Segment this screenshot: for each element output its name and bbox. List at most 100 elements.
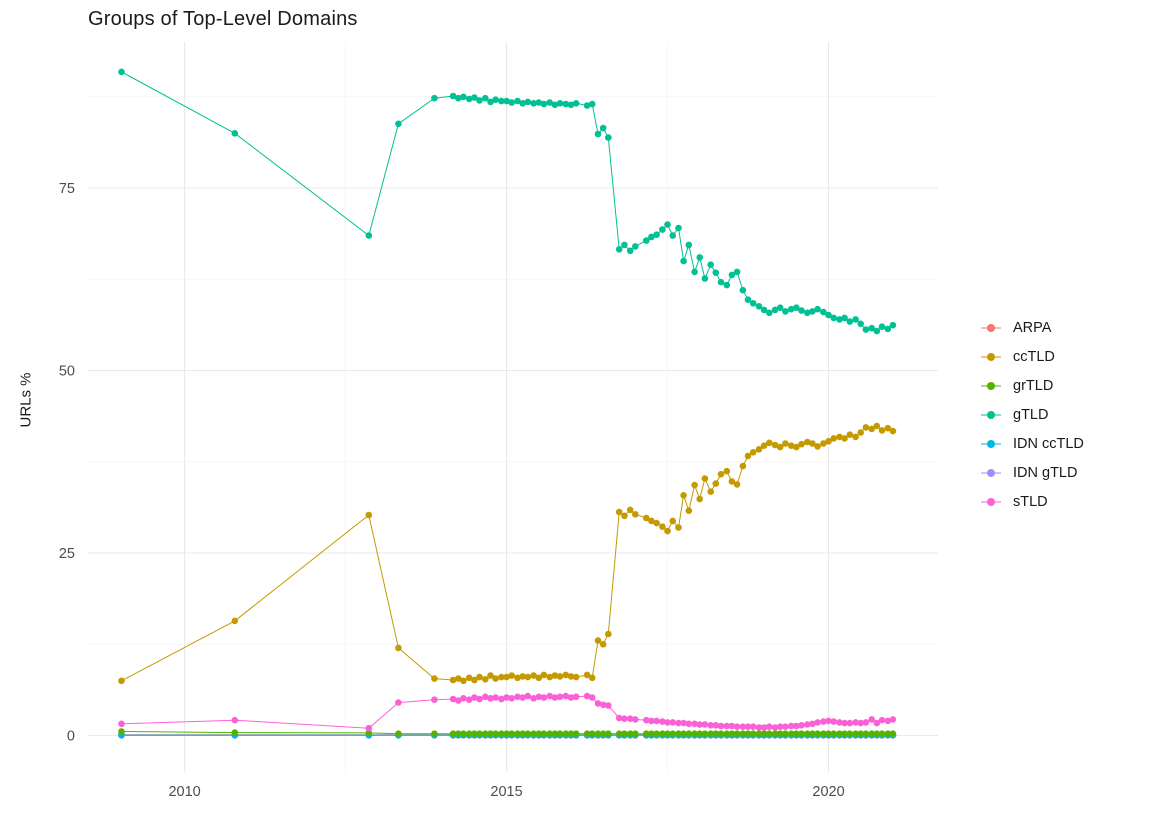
data-point	[836, 719, 843, 726]
data-point	[482, 676, 489, 683]
data-point	[717, 730, 725, 737]
data-point	[809, 720, 816, 728]
data-point	[728, 271, 736, 279]
data-point	[889, 730, 897, 737]
data-point	[820, 730, 827, 737]
legend-key-icon	[981, 440, 1001, 448]
data-point	[530, 100, 537, 107]
data-point	[804, 730, 811, 737]
data-point	[814, 730, 821, 737]
data-point	[820, 718, 827, 725]
data-point	[621, 730, 628, 737]
data-point	[487, 672, 494, 679]
y-tick-label: 50	[59, 364, 75, 380]
data-point	[878, 716, 886, 724]
data-point	[771, 306, 779, 314]
data-point	[878, 427, 886, 434]
data-point	[508, 695, 515, 702]
data-point	[395, 699, 402, 706]
data-point	[798, 730, 805, 737]
data-point	[562, 671, 570, 679]
data-point	[476, 730, 483, 737]
data-point	[878, 730, 886, 737]
data-point	[648, 717, 655, 725]
data-point	[524, 730, 532, 737]
data-point	[659, 523, 666, 530]
data-point	[599, 730, 607, 737]
data-point	[793, 722, 800, 730]
data-point	[739, 462, 747, 470]
data-point	[455, 730, 462, 737]
data-point	[841, 730, 848, 737]
data-point	[588, 694, 596, 701]
data-point	[648, 517, 655, 525]
legend-key-icon	[981, 498, 1001, 506]
data-point	[643, 237, 650, 244]
data-point	[809, 730, 816, 737]
data-point	[546, 730, 553, 737]
data-point	[535, 99, 543, 106]
legend-label: sTLD	[1013, 494, 1048, 510]
data-point	[776, 304, 784, 312]
data-point	[572, 693, 580, 701]
data-point	[749, 730, 757, 737]
data-point	[535, 730, 543, 737]
data-point	[723, 722, 731, 730]
data-point	[664, 221, 671, 228]
data-point	[771, 724, 779, 731]
data-point	[498, 673, 505, 681]
data-point	[771, 441, 779, 449]
data-point	[873, 730, 881, 737]
data-point	[884, 325, 892, 333]
legend-label: IDN ccTLD	[1013, 436, 1084, 452]
data-point	[519, 694, 526, 701]
data-point	[664, 719, 671, 726]
data-point	[680, 492, 687, 499]
data-point	[787, 722, 795, 730]
data-point	[465, 730, 473, 737]
legend-label: IDN gTLD	[1013, 465, 1078, 481]
data-point	[567, 673, 575, 680]
data-point	[787, 730, 795, 737]
data-point	[632, 730, 639, 737]
data-point	[766, 723, 773, 730]
data-point	[643, 716, 650, 724]
data-point	[825, 730, 832, 737]
legend-item-idn-cctld: IDN ccTLD	[978, 434, 1084, 454]
data-point	[503, 673, 510, 681]
data-point	[820, 440, 827, 447]
data-point	[514, 674, 521, 682]
data-point	[653, 730, 660, 737]
data-point	[852, 719, 859, 726]
data-point	[540, 694, 548, 701]
data-point	[696, 495, 703, 503]
data-point	[482, 730, 489, 737]
data-point	[626, 715, 634, 722]
data-point	[809, 308, 816, 315]
data-point	[841, 719, 848, 727]
data-point	[514, 97, 521, 105]
x-tick-label: 2010	[168, 784, 200, 800]
data-point	[498, 97, 505, 105]
data-point	[723, 281, 731, 289]
data-point	[766, 439, 773, 447]
data-point	[365, 724, 373, 732]
data-point	[691, 481, 698, 489]
legend-item-cctld: ccTLD	[978, 347, 1084, 367]
data-point	[691, 720, 698, 728]
data-point	[626, 730, 634, 737]
data-point	[771, 730, 779, 737]
data-point	[884, 717, 892, 725]
data-point	[717, 470, 725, 478]
legend-key-icon	[981, 353, 1001, 361]
data-point	[793, 730, 800, 737]
data-point	[519, 100, 526, 107]
data-point	[889, 321, 897, 329]
data-point	[508, 99, 515, 106]
series-stld	[118, 692, 897, 732]
data-point	[857, 429, 864, 436]
data-point	[744, 452, 752, 460]
data-point	[889, 716, 897, 723]
data-point	[594, 730, 602, 737]
data-point	[455, 675, 462, 682]
